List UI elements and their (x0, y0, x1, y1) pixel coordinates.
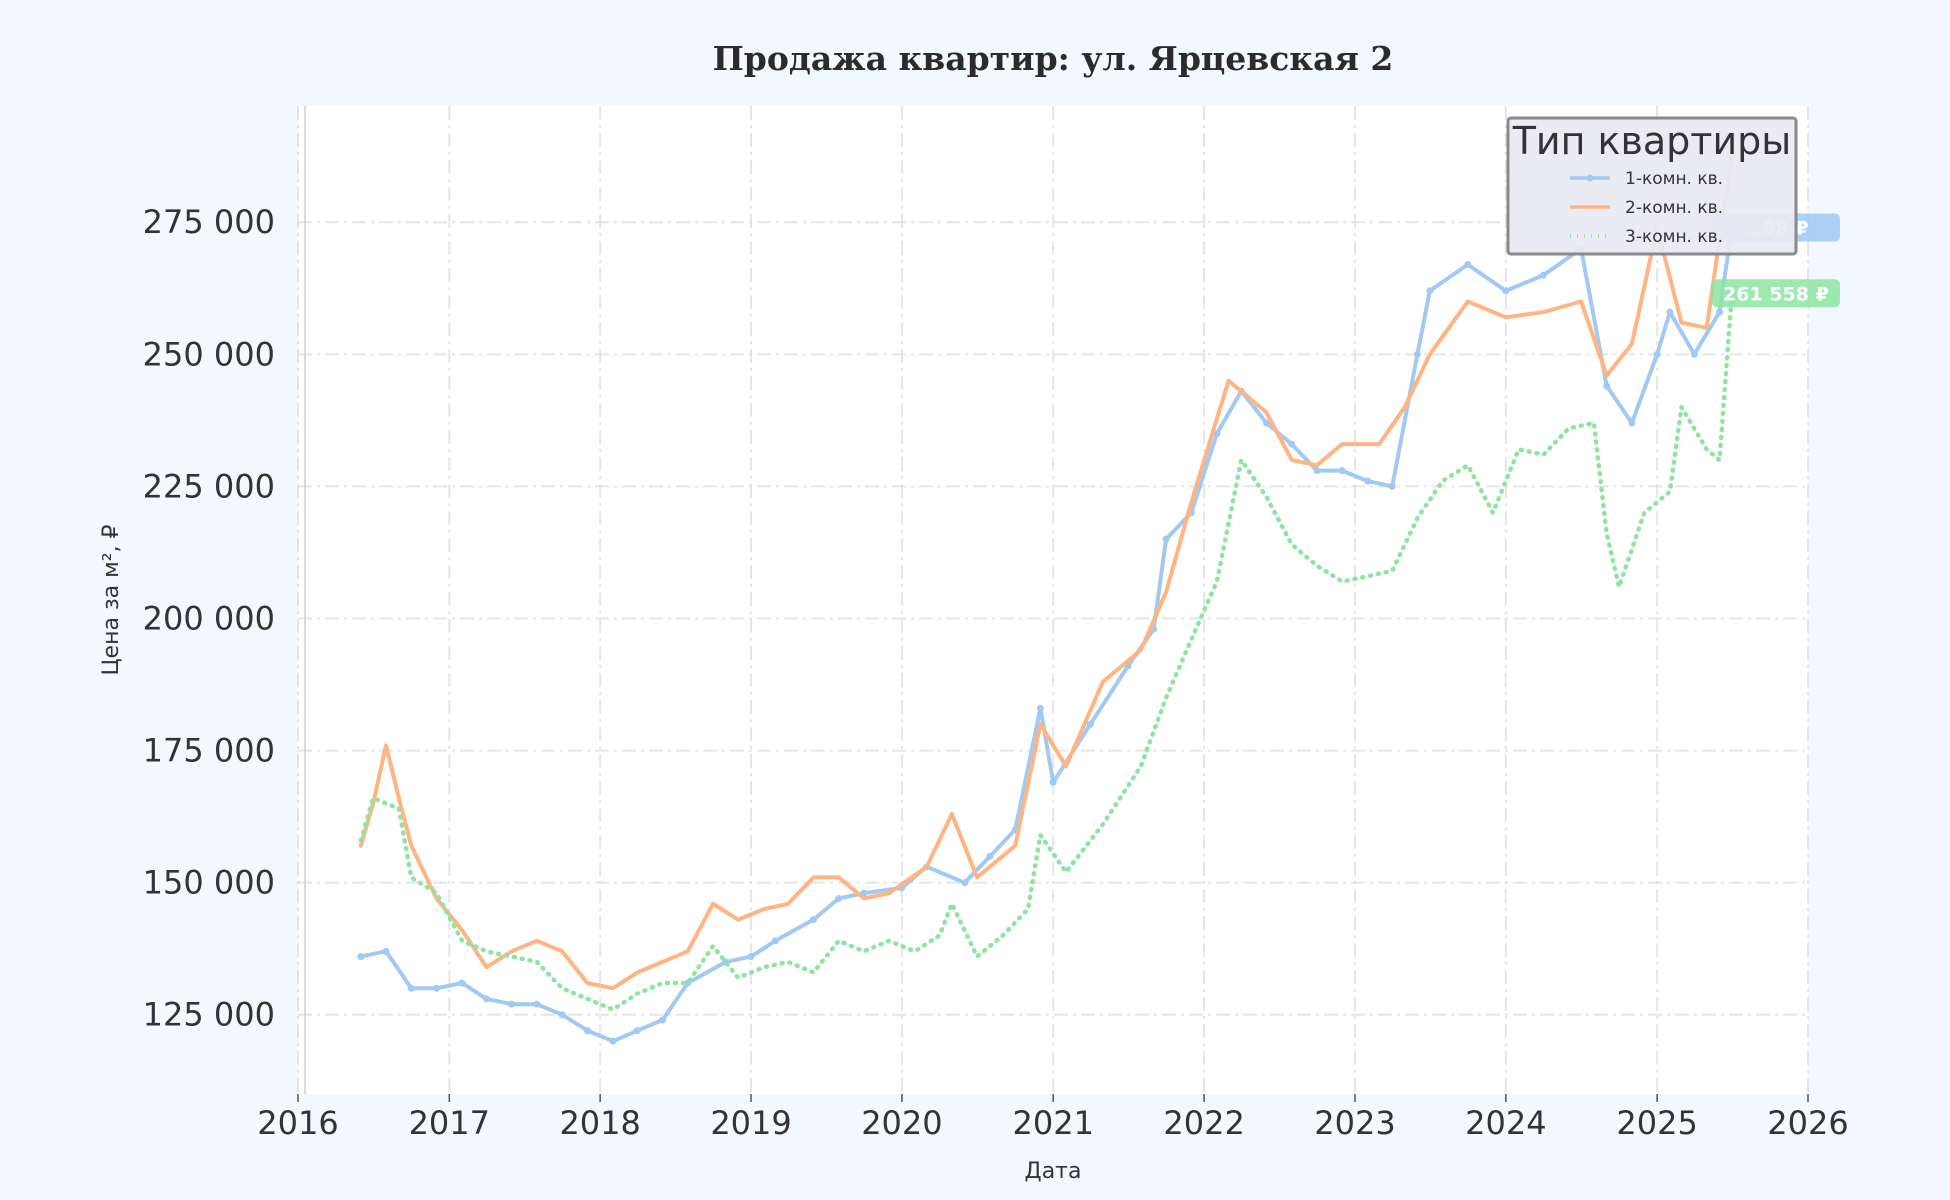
x-tick-label: 2024 (1465, 1104, 1546, 1142)
series-point-1 (533, 1000, 541, 1008)
series-point-1 (1628, 419, 1636, 427)
x-tick-label: 2018 (559, 1104, 640, 1142)
series-point-1 (633, 1027, 641, 1035)
x-tick-label: 2026 (1767, 1104, 1848, 1142)
series-point-1 (1049, 778, 1057, 786)
series-point-1 (986, 852, 994, 860)
series-layer (357, 151, 1736, 1045)
series-point-1 (1666, 308, 1674, 316)
series-point-1 (508, 1000, 516, 1008)
legend-box (1506, 116, 1798, 256)
series-point-1 (1426, 287, 1434, 295)
y-axis-label: Цена за м², ₽ (99, 524, 124, 675)
series-point-1 (357, 953, 365, 961)
x-tick-label: 2023 (1314, 1104, 1395, 1142)
series-point-1 (609, 1037, 617, 1045)
y-tick-label: 125 000 (143, 996, 275, 1034)
series-point-1 (1288, 440, 1296, 448)
y-tick-label: 200 000 (143, 599, 275, 637)
series-line-2 (358, 151, 1734, 991)
series-point-1 (771, 937, 779, 945)
chart-title: Продажа квартир: ул. Ярцевская 2 (713, 39, 1394, 78)
series-point-1 (583, 1027, 591, 1035)
y-tick-label: 275 000 (143, 203, 275, 241)
series-point-1 (1162, 535, 1170, 543)
y-axis: 125 000 150 000 175 000 200 000 225 000 250 0… (143, 203, 275, 1034)
grid (297, 106, 1809, 1094)
series-point-1 (1603, 382, 1611, 390)
series-point-1 (1690, 350, 1698, 358)
series-point-1 (1716, 308, 1724, 316)
legend-marker-1 (1586, 174, 1594, 182)
x-tick-label: 2025 (1616, 1104, 1697, 1142)
end-label-3: 261 558 ₽ (1723, 283, 1829, 305)
x-tick-label: 2019 (710, 1104, 791, 1142)
y-tick-label: 175 000 (143, 732, 275, 770)
legend-entry-2: 2-комн. кв. (1625, 198, 1723, 218)
series-point-1 (1313, 467, 1321, 475)
series-point-1 (482, 995, 490, 1003)
series-point-1 (1086, 720, 1094, 728)
series-point-1 (458, 979, 466, 987)
series-point-1 (809, 916, 817, 924)
series-point-1 (1464, 261, 1472, 269)
y-tick-label: 250 000 (143, 335, 275, 373)
x-tick-label: 2022 (1163, 1104, 1244, 1142)
x-tick-label: 2020 (861, 1104, 942, 1142)
series-point-1 (382, 947, 390, 955)
legend-title: Тип квартиры (1512, 119, 1792, 163)
series-point-1 (1502, 287, 1510, 295)
x-axis-label: Дата (1025, 1159, 1082, 1184)
series-point-1 (1388, 482, 1396, 490)
legend: Тип квартиры 1-комн. кв. 2-комн. кв. 3-ком… (1506, 116, 1798, 256)
series-point-1 (961, 879, 969, 887)
series-point-1 (558, 1011, 566, 1019)
end-label-box-3 (1711, 279, 1840, 308)
series-point-1 (1653, 350, 1661, 358)
series-point-1 (747, 953, 755, 961)
x-tick-label: 2021 (1012, 1104, 1093, 1142)
series-point-1 (1213, 430, 1221, 438)
legend-entry-1: 1-комн. кв. (1625, 169, 1723, 189)
x-tick-label: 2016 (257, 1104, 338, 1142)
series-line-3 (358, 291, 1735, 1012)
x-tick-label: 2017 (409, 1104, 490, 1142)
series-point-1 (1338, 467, 1346, 475)
series-point-1 (1364, 477, 1372, 485)
series-point-1 (659, 1016, 667, 1024)
y-tick-label: 150 000 (143, 864, 275, 902)
series-point-1 (1539, 271, 1547, 279)
y-tick-label: 225 000 (143, 467, 275, 505)
series-point-1 (432, 984, 440, 992)
x-axis: 2016 2017 2018 2019 2020 2021 2022 2023 2024 2025… (257, 1094, 1849, 1142)
legend-entry-3: 3-комн. кв. (1625, 227, 1723, 247)
series-point-1 (1413, 350, 1421, 358)
series-point-1 (1262, 419, 1270, 427)
series-point-1 (407, 984, 415, 992)
series-point-1 (1036, 704, 1044, 712)
series-point-1 (835, 895, 843, 903)
